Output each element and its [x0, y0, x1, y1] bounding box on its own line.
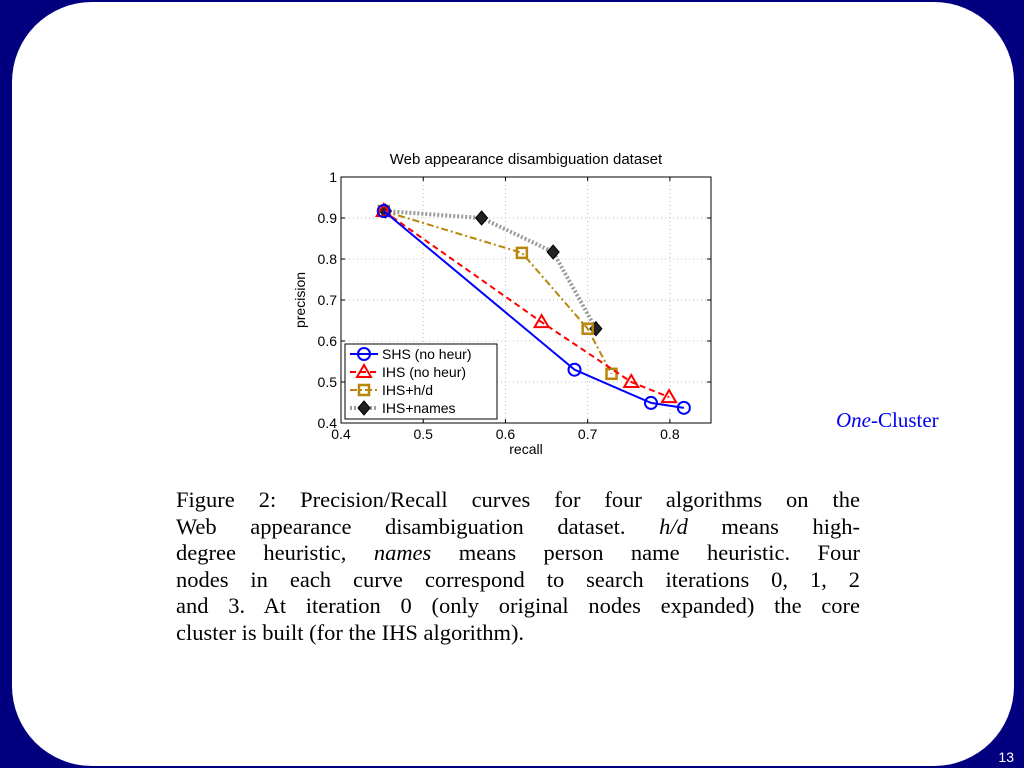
data-point	[532, 313, 551, 329]
caption-text: means person name heuristic. Four	[431, 540, 860, 566]
data-point	[622, 373, 640, 388]
data-point	[581, 322, 594, 335]
axis-ticks: 0.4 0.5 0.6 0.7 0.8 0.4 0.5 0.6 0.7 0.8 0.9 1	[318, 169, 711, 442]
y-tick-label: 0.8	[318, 251, 338, 267]
one-cluster-label: One-Cluster	[836, 408, 939, 432]
data-point	[676, 400, 691, 415]
data-point	[474, 210, 489, 226]
legend-label: SHS (no heur)	[382, 346, 471, 362]
y-tick-label: 1	[329, 169, 337, 185]
x-tick-label: 0.4	[331, 426, 351, 442]
caption-line: cluster is built (for the IHS algorithm)…	[176, 620, 860, 647]
y-tick-label: 0.5	[318, 374, 338, 390]
caption-text: Web appearance disambiguation dataset.	[176, 513, 660, 539]
caption-text: and 3. At iteration 0 (only original nod…	[176, 593, 860, 619]
caption-line: Figure 2: Precision/Recall curves for fo…	[176, 487, 860, 514]
caption-text: cluster is built (for the IHS algorithm)…	[176, 619, 525, 645]
series-shs-no-heur	[376, 204, 691, 415]
caption-italic-term: h/d	[659, 513, 688, 539]
y-tick-label: 0.9	[318, 210, 338, 226]
page-number: 13	[998, 749, 1014, 765]
x-axis-label: recall	[509, 441, 542, 457]
y-tick-label: 0.6	[318, 333, 338, 349]
data-point	[355, 363, 373, 378]
data-point	[376, 204, 391, 219]
data-point	[357, 347, 371, 361]
legend-label: IHS+h/d	[382, 382, 433, 398]
caption-text: degree heuristic,	[176, 540, 374, 566]
x-tick-label: 0.7	[578, 426, 598, 442]
legend-label: IHS+names	[382, 400, 456, 416]
chart-title: Web appearance disambiguation dataset	[390, 151, 663, 168]
data-point	[546, 244, 560, 260]
x-tick-label: 0.6	[496, 426, 516, 442]
data-point	[357, 383, 371, 397]
legend: SHS (no heur) IHS (no heur) IHS+h/d IHS+nam…	[344, 343, 498, 420]
y-tick-label: 0.4	[318, 415, 338, 431]
caption-line: Web appearance disambiguation dataset. h…	[176, 514, 860, 541]
slide-panel	[12, 2, 1014, 766]
figure-caption: Figure 2: Precision/Recall curves for fo…	[176, 487, 860, 647]
series-line	[383, 210, 613, 375]
caption-line: degree heuristic, names means person nam…	[176, 540, 860, 567]
x-tick-label: 0.8	[660, 426, 680, 442]
data-point	[357, 400, 371, 416]
data-point	[515, 246, 529, 260]
grid	[341, 177, 711, 423]
series-line	[383, 210, 670, 399]
data-point	[605, 367, 618, 381]
series-layer	[375, 202, 691, 415]
series-ihs-names	[378, 203, 603, 337]
data-point	[567, 362, 582, 377]
legend-label: IHS (no heur)	[382, 364, 466, 380]
caption-line: and 3. At iteration 0 (only original nod…	[176, 593, 860, 620]
caption-text: Figure 2: Precision/Recall curves for fo…	[176, 487, 860, 512]
x-tick-label: 0.5	[413, 426, 433, 442]
series-line	[383, 210, 685, 409]
y-axis-label: precision	[292, 272, 308, 328]
caption-text: nodes in each curve correspond to search…	[176, 566, 860, 592]
data-point	[660, 388, 678, 404]
y-tick-label: 0.7	[318, 292, 338, 308]
caption-italic-term: names	[373, 540, 432, 566]
series-ihs-no-heur	[375, 202, 678, 404]
data-point	[643, 395, 658, 410]
series-line	[385, 209, 598, 330]
caption-text: means high-	[687, 513, 860, 539]
caption-line: nodes in each curve correspond to search…	[176, 567, 860, 594]
